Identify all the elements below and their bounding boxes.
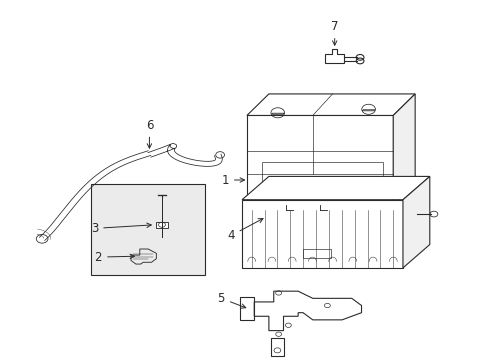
Polygon shape (402, 176, 429, 268)
Polygon shape (392, 94, 414, 205)
Text: 2: 2 (94, 251, 134, 264)
Text: 5: 5 (217, 292, 245, 308)
Polygon shape (242, 176, 429, 200)
Text: 4: 4 (227, 219, 263, 242)
Polygon shape (246, 94, 414, 116)
Polygon shape (246, 116, 392, 205)
Text: 1: 1 (221, 174, 244, 186)
Text: 7: 7 (330, 20, 338, 45)
Text: 3: 3 (91, 222, 151, 235)
Text: 6: 6 (145, 118, 153, 148)
FancyBboxPatch shape (91, 184, 205, 275)
Polygon shape (242, 200, 402, 268)
Polygon shape (155, 222, 168, 228)
